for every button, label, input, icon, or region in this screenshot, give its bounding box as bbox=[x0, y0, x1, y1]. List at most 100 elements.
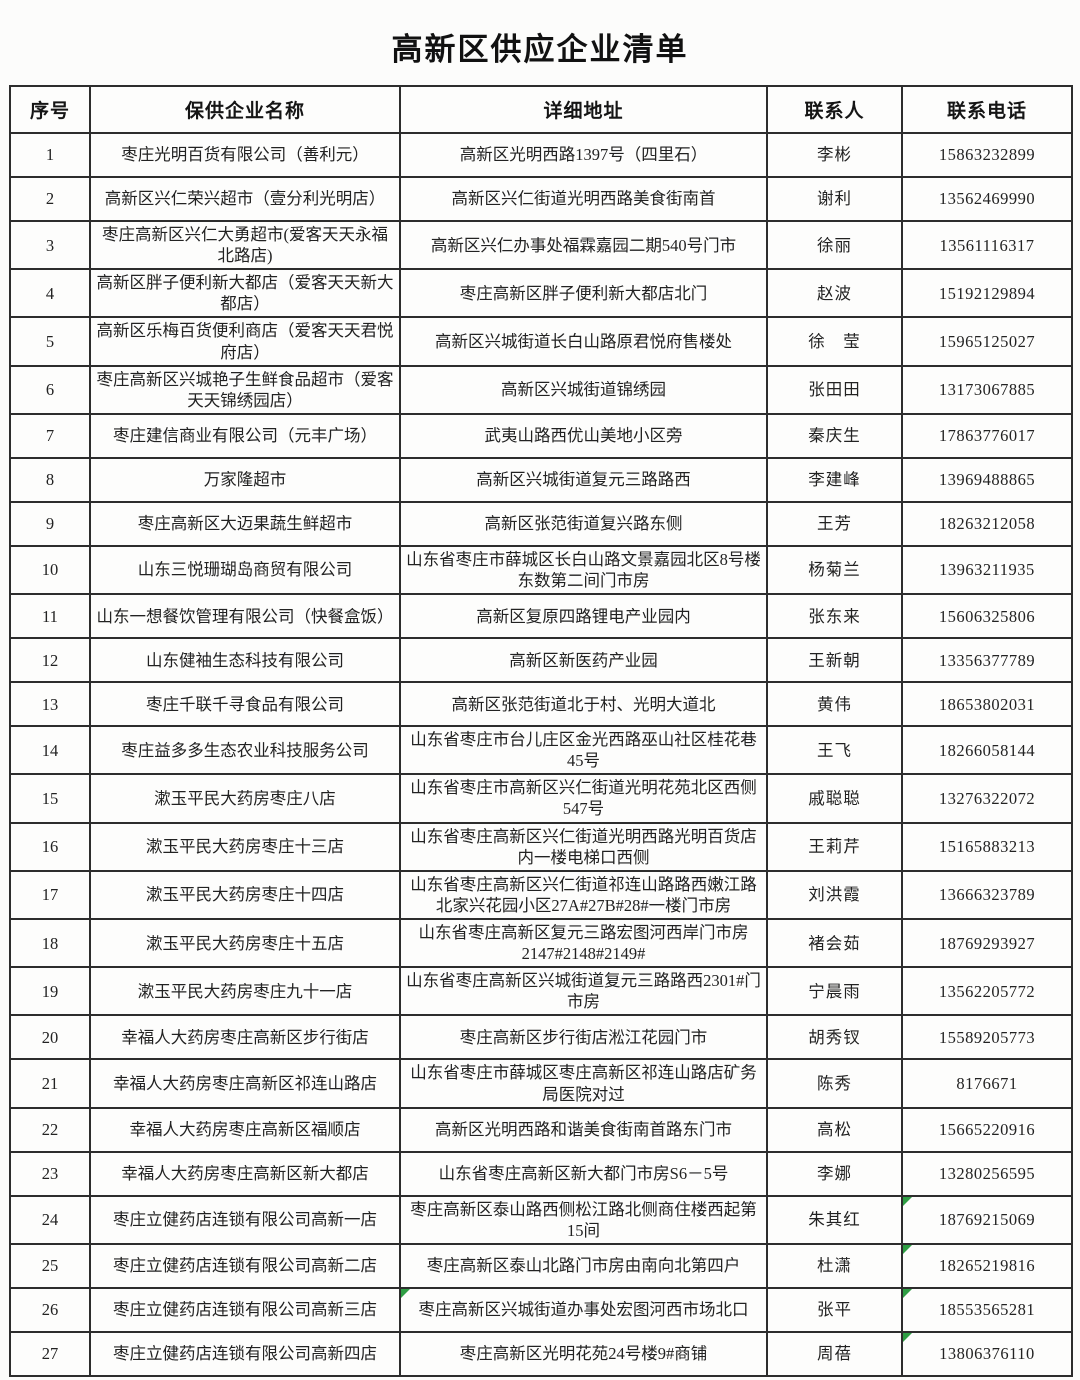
cell-name: 山东健袖生态科技有限公司 bbox=[89, 637, 401, 684]
cell-no: 21 bbox=[9, 1058, 91, 1109]
cell-address: 山东省枣庄高新区兴城街道复元三路路西2301#门市房 bbox=[399, 966, 768, 1017]
cell-no: 20 bbox=[9, 1014, 91, 1061]
cell-address: 枣庄高新区光明花苑24号楼9#商铺 bbox=[399, 1330, 768, 1377]
cell-address: 山东省枣庄市台儿庄区金光西路巫山社区桂花巷45号 bbox=[399, 725, 768, 776]
cell-phone: 15606325806 bbox=[901, 593, 1073, 640]
cell-name: 枣庄千联千寻食品有限公司 bbox=[89, 681, 401, 728]
cell-address: 枣庄高新区兴城街道办事处宏图河西市场北口 bbox=[399, 1286, 768, 1333]
cell-name: 幸福人大药房枣庄高新区新大都店 bbox=[89, 1150, 401, 1197]
cell-name: 幸福人大药房枣庄高新区步行街店 bbox=[89, 1014, 401, 1061]
cell-name: 万家隆超市 bbox=[89, 456, 401, 503]
header-name: 保供企业名称 bbox=[89, 85, 401, 134]
cell-no: 16 bbox=[9, 821, 91, 872]
cell-phone: 13356377789 bbox=[901, 637, 1073, 684]
cell-address: 高新区光明西路和谐美食街南首路东门市 bbox=[399, 1106, 768, 1153]
cell-contact: 张东来 bbox=[766, 593, 903, 640]
cell-contact: 陈秀 bbox=[766, 1058, 903, 1109]
cell-address: 山东省枣庄高新区新大都门市房S6－5号 bbox=[399, 1150, 768, 1197]
cell-name: 枣庄益多多生态农业科技服务公司 bbox=[89, 725, 401, 776]
cell-no: 5 bbox=[9, 316, 91, 367]
table-row: 19 漱玉平民大药房枣庄九十一店 山东省枣庄高新区兴城街道复元三路路西2301#门市… bbox=[9, 966, 1073, 1017]
cell-phone: 13561116317 bbox=[901, 219, 1073, 271]
cell-address: 高新区张范街道复兴路东侧 bbox=[399, 500, 768, 547]
cell-phone: 18769293927 bbox=[901, 917, 1073, 969]
cell-phone: 13806376110 bbox=[901, 1330, 1073, 1377]
cell-address: 山东省枣庄市薛城区长白山路文景嘉园北区8号楼东数第二间门市房 bbox=[399, 544, 768, 596]
cell-no: 24 bbox=[9, 1194, 91, 1245]
cell-contact: 高松 bbox=[766, 1106, 903, 1153]
cell-phone: 15665220916 bbox=[901, 1106, 1073, 1153]
table-row: 14 枣庄益多多生态农业科技服务公司 山东省枣庄市台儿庄区金光西路巫山社区桂花巷45… bbox=[9, 725, 1073, 776]
cell-name: 枣庄立健药店连锁有限公司高新二店 bbox=[89, 1242, 401, 1289]
header-no: 序号 bbox=[9, 85, 91, 134]
table-row: 5 高新区乐梅百货便利商店（爱客天天君悦府店） 高新区兴城街道长白山路原君悦府售楼处… bbox=[9, 316, 1073, 367]
cell-name: 枣庄高新区兴仁大勇超市(爱客天天永福北路店) bbox=[89, 219, 401, 271]
cell-name: 幸福人大药房枣庄高新区福顺店 bbox=[89, 1106, 401, 1153]
cell-address: 高新区复原四路锂电产业园内 bbox=[399, 593, 768, 640]
supply-companies-table: 序号 保供企业名称 详细地址 联系人 联系电话 1 枣庄光明百货有限公司（善利元）… bbox=[9, 85, 1073, 1377]
cell-phone: 18653802031 bbox=[901, 681, 1073, 728]
table-row: 23 幸福人大药房枣庄高新区新大都店 山东省枣庄高新区新大都门市房S6－5号 李娜 13… bbox=[9, 1150, 1073, 1197]
cell-address: 高新区新医药产业园 bbox=[399, 637, 768, 684]
table-row: 11 山东一想餐饮管理有限公司（快餐盒饭） 高新区复原四路锂电产业园内 张东来 1560… bbox=[9, 593, 1073, 640]
cell-name: 高新区乐梅百货便利商店（爱客天天君悦府店） bbox=[89, 316, 401, 367]
cell-address: 枣庄高新区泰山路西侧松江路北侧商住楼西起第15间 bbox=[399, 1194, 768, 1245]
table-row: 12 山东健袖生态科技有限公司 高新区新医药产业园 王新朝 13356377789 bbox=[9, 637, 1073, 684]
table-row: 1 枣庄光明百货有限公司（善利元） 高新区光明西路1397号（四里石） 李彬 15863… bbox=[9, 132, 1073, 178]
cell-name: 漱玉平民大药房枣庄十三店 bbox=[89, 821, 401, 872]
cell-contact: 黄伟 bbox=[766, 681, 903, 728]
table-row: 3 枣庄高新区兴仁大勇超市(爱客天天永福北路店) 高新区兴仁办事处福霖嘉园二期540… bbox=[9, 219, 1073, 271]
cell-contact: 宁晨雨 bbox=[766, 966, 903, 1017]
cell-name: 山东三悦珊瑚岛商贸有限公司 bbox=[89, 544, 401, 596]
cell-no: 23 bbox=[9, 1150, 91, 1197]
table-row: 7 枣庄建信商业有限公司（元丰广场） 武夷山路西优山美地小区旁 秦庆生 17863776… bbox=[9, 412, 1073, 459]
cell-name: 漱玉平民大药房枣庄九十一店 bbox=[89, 966, 401, 1017]
cell-contact: 徐 莹 bbox=[766, 316, 903, 367]
cell-address: 武夷山路西优山美地小区旁 bbox=[399, 412, 768, 459]
cell-name: 枣庄高新区兴城艳子生鲜食品超市（爱客天天锦绣园店） bbox=[89, 364, 401, 415]
cell-name: 枣庄光明百货有限公司（善利元） bbox=[89, 132, 401, 178]
cell-address: 高新区兴仁街道光明西路美食街南首 bbox=[399, 176, 768, 222]
cell-phone: 13173067885 bbox=[901, 364, 1073, 415]
cell-address: 枣庄高新区步行街店淞江花园门市 bbox=[399, 1014, 768, 1061]
cell-phone: 8176671 bbox=[901, 1058, 1073, 1109]
cell-contact: 李建峰 bbox=[766, 456, 903, 503]
cell-address: 高新区兴城街道复元三路路西 bbox=[399, 456, 768, 503]
cell-address: 山东省枣庄市高新区兴仁街道光明花苑北区西侧547号 bbox=[399, 773, 768, 824]
cell-name: 高新区胖子便利新大都店（爱客天天新大都店） bbox=[89, 268, 401, 319]
cell-no: 22 bbox=[9, 1106, 91, 1153]
cell-no: 25 bbox=[9, 1242, 91, 1289]
cell-no: 27 bbox=[9, 1330, 91, 1377]
page-title: 高新区供应企业清单 bbox=[391, 32, 689, 67]
cell-name: 枣庄立健药店连锁有限公司高新三店 bbox=[89, 1286, 401, 1333]
cell-address: 高新区兴仁办事处福霖嘉园二期540号门市 bbox=[399, 219, 768, 271]
cell-phone: 15165883213 bbox=[901, 821, 1073, 872]
cell-address: 枣庄高新区胖子便利新大都店北门 bbox=[399, 268, 768, 319]
cell-address: 高新区张范街道北于村、光明大道北 bbox=[399, 681, 768, 728]
cell-address: 山东省枣庄高新区复元三路宏图河西岸门市房2147#2148#2149# bbox=[399, 917, 768, 969]
cell-no: 6 bbox=[9, 364, 91, 415]
cell-no: 18 bbox=[9, 917, 91, 969]
cell-phone: 13562205772 bbox=[901, 966, 1073, 1017]
table-row: 10 山东三悦珊瑚岛商贸有限公司 山东省枣庄市薛城区长白山路文景嘉园北区8号楼东数第… bbox=[9, 544, 1073, 596]
header-phone: 联系电话 bbox=[901, 85, 1073, 134]
cell-phone: 13280256595 bbox=[901, 1150, 1073, 1197]
cell-no: 4 bbox=[9, 268, 91, 319]
cell-name: 漱玉平民大药房枣庄十四店 bbox=[89, 869, 401, 920]
cell-no: 14 bbox=[9, 725, 91, 776]
table-row: 4 高新区胖子便利新大都店（爱客天天新大都店） 枣庄高新区胖子便利新大都店北门 赵波 1… bbox=[9, 268, 1073, 319]
cell-no: 8 bbox=[9, 456, 91, 503]
cell-name: 漱玉平民大药房枣庄十五店 bbox=[89, 917, 401, 969]
cell-phone: 15192129894 bbox=[901, 268, 1073, 319]
table-row: 21 幸福人大药房枣庄高新区祁连山路店 山东省枣庄市薛城区枣庄高新区祁连山路店矿务局… bbox=[9, 1058, 1073, 1109]
cell-no: 7 bbox=[9, 412, 91, 459]
excel-corner-mark-icon bbox=[904, 1333, 912, 1342]
excel-corner-mark-icon bbox=[402, 1289, 410, 1298]
cell-contact: 杜潇 bbox=[766, 1242, 903, 1289]
cell-contact: 刘洪霞 bbox=[766, 869, 903, 920]
cell-name: 枣庄建信商业有限公司（元丰广场） bbox=[89, 412, 401, 459]
cell-contact: 张田田 bbox=[766, 364, 903, 415]
cell-address: 枣庄高新区泰山北路门市房由南向北第四户 bbox=[399, 1242, 768, 1289]
table-row: 9 枣庄高新区大迈果蔬生鲜超市 高新区张范街道复兴路东侧 王芳 18263212058 bbox=[9, 500, 1073, 547]
cell-phone: 15965125027 bbox=[901, 316, 1073, 367]
